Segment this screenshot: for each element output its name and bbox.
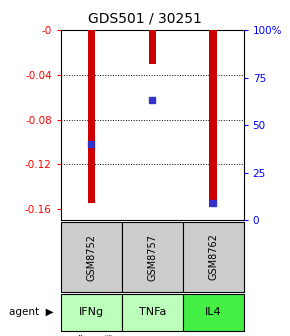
Text: IL4: IL4 [205, 307, 222, 318]
Bar [209, 30, 217, 207]
Bar [88, 30, 95, 203]
Text: ■  log ratio: ■ log ratio [64, 335, 116, 336]
Text: GSM8762: GSM8762 [208, 234, 218, 281]
Text: log ratio: log ratio [80, 335, 117, 336]
Bar [148, 30, 156, 64]
Text: GDS501 / 30251: GDS501 / 30251 [88, 12, 202, 26]
Text: GSM8757: GSM8757 [147, 234, 157, 281]
Text: GSM8752: GSM8752 [86, 234, 96, 281]
Text: IFNg: IFNg [79, 307, 104, 318]
Text: TNFa: TNFa [139, 307, 166, 318]
Text: ■: ■ [64, 335, 72, 336]
Text: agent  ▶: agent ▶ [9, 307, 53, 318]
